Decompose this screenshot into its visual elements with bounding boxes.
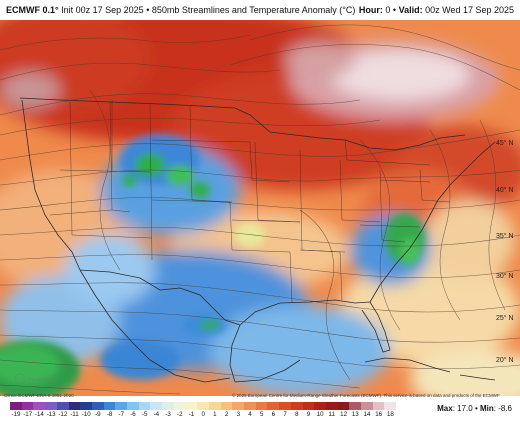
latitude-labels: 45° N 40° N 35° N 30° N 25° N 20° N (496, 139, 514, 364)
watermark-globe-icon (14, 373, 26, 385)
colorbar-tick-label: 5 (259, 411, 264, 418)
political-borders (19, 97, 496, 383)
colorbar-tick-label: 0 (201, 411, 205, 418)
map-title: ECMWF 0.1° Init 00z 17 Sep 2025 • 850mb … (6, 0, 355, 20)
min-label: Min (479, 404, 494, 413)
colorbar-swatch (302, 402, 315, 410)
colorbar-tick-label: -17 (23, 411, 33, 418)
colorbar-swatch (197, 402, 210, 410)
lat-label-20: 20° N (496, 356, 514, 364)
colorbar-tick-label: -2 (177, 411, 183, 418)
colorbar-swatch (314, 402, 327, 410)
anomaly-cores (0, 135, 425, 396)
colorbar-tick-label: 10 (316, 411, 324, 418)
colorbar-swatch (150, 402, 163, 410)
colorbar-tick-label: -14 (34, 411, 44, 418)
colorbar-tick-label: 7 (283, 411, 287, 418)
colorbar-tick-label: -6 (130, 411, 136, 418)
watermark-logo: WeatherBELL (14, 373, 62, 385)
colorbar-swatch (384, 402, 397, 410)
max-min-readout: Max: 17.0 • Min: -8.6 (437, 404, 512, 413)
colorbar-tick-label: 13 (351, 411, 359, 418)
colorbar-swatch (361, 402, 373, 410)
colorbar-tick-label: -19 (11, 411, 21, 418)
colorbar-swatch (80, 402, 93, 410)
streamlines (0, 24, 520, 395)
clima-credit: Clima: ECMWF ERA-5 1991-2020 (4, 393, 74, 398)
colorbar-swatch (173, 402, 186, 410)
colorbar-swatch (103, 402, 116, 410)
colorbar-swatch (185, 402, 198, 410)
colorbar-swatch (267, 402, 280, 410)
colorbar-tick-label: 4 (248, 411, 252, 418)
colorbar-tick-label: 8 (295, 411, 299, 418)
colorbar-swatch (208, 402, 221, 410)
colorbar-tick-label: -3 (165, 411, 171, 418)
colorbar-tick-label: -13 (46, 411, 56, 418)
colorbar-swatch (244, 402, 256, 410)
hour-label: Hour: (358, 5, 383, 15)
valid-value: 00z Wed 17 Sep 2025 (425, 5, 514, 15)
colorbar-tick-label: 6 (271, 411, 276, 418)
lat-label-40: 40° N (496, 186, 514, 194)
colorbar-tick-label: 16 (375, 411, 383, 418)
hour-value: 0 (385, 5, 391, 15)
colorbar-tick-label: -12 (58, 411, 68, 418)
valid-time: Hour: 0 • Valid: 00z Wed 17 Sep 2025 (358, 5, 514, 15)
colorbar-swatch (220, 402, 233, 410)
state-borders (49, 100, 451, 303)
colorbar-tick-label: -10 (81, 411, 91, 418)
lat-label-45: 45° N (496, 139, 514, 147)
colorbar-swatch (372, 402, 385, 410)
lat-label-25: 25° N (496, 314, 514, 322)
colorbar-swatch (33, 402, 46, 410)
colorbar-swatch (115, 402, 128, 410)
colorbar-swatch (337, 402, 350, 410)
colorbar-swatch (325, 402, 338, 410)
colorbar-tick-label: -9 (95, 411, 101, 418)
watermark-text: WeatherBELL (27, 377, 62, 383)
colorbar-swatch (255, 402, 268, 410)
copyright-notice: © 2025 European Centre for Medium-Range … (232, 393, 501, 398)
colorbar-swatch (127, 402, 139, 410)
lat-label-35: 35° N (496, 232, 514, 240)
colorbar-tick-label: 14 (363, 411, 371, 418)
lat-label-30: 30° N (496, 272, 514, 280)
colorbar-tick-label: -5 (141, 411, 148, 418)
anomaly-map[interactable]: 45° N 40° N 35° N 30° N 25° N 20° N Weat… (0, 20, 520, 396)
colorbar-tick-label: 11 (328, 411, 336, 418)
colorbar-tick-label: 1 (213, 411, 217, 418)
colorbar-tick-label: -7 (118, 411, 125, 418)
colorbar-swatch (279, 402, 292, 410)
colorbar-swatch (10, 402, 22, 410)
colorbar-swatch (56, 402, 69, 410)
colorbar-swatch (290, 402, 303, 410)
colorbar-tick-label: -11 (70, 411, 79, 418)
map-canvas: 45° N 40° N 35° N 30° N 25° N 20° N Weat… (0, 20, 520, 396)
max-value: 17.0 (457, 404, 473, 413)
max-label: Max (437, 404, 453, 413)
colorbar-swatch (68, 402, 81, 410)
min-value: -8.6 (498, 404, 512, 413)
title-text: Init 00z 17 Sep 2025 • 850mb Streamlines… (61, 5, 356, 15)
colorbar-tick-label: -1 (188, 411, 195, 418)
valid-label: Valid: (398, 5, 423, 15)
colorbar-tick-label: 12 (340, 411, 348, 418)
colorbar-swatch (21, 402, 34, 410)
colorbar-tick-label: -4 (153, 411, 160, 418)
colorbar-tick-label: -8 (106, 411, 113, 418)
colorbar-tick-label: 2 (224, 411, 229, 418)
colorbar-swatch (45, 402, 58, 410)
colorbar-tick-label: 3 (236, 411, 241, 418)
colorbar-swatch (232, 402, 245, 410)
model-name: ECMWF 0.1° (6, 5, 59, 15)
map-header: ECMWF 0.1° Init 00z 17 Sep 2025 • 850mb … (0, 0, 520, 20)
colorbar-tick-label: 9 (306, 411, 311, 418)
colorbar-swatch (349, 402, 362, 410)
colorbar-swatch (162, 402, 175, 410)
colorbar-swatch (138, 402, 151, 410)
colorbar-swatch (91, 402, 104, 410)
colorbar-tick-label: 18 (386, 411, 394, 418)
